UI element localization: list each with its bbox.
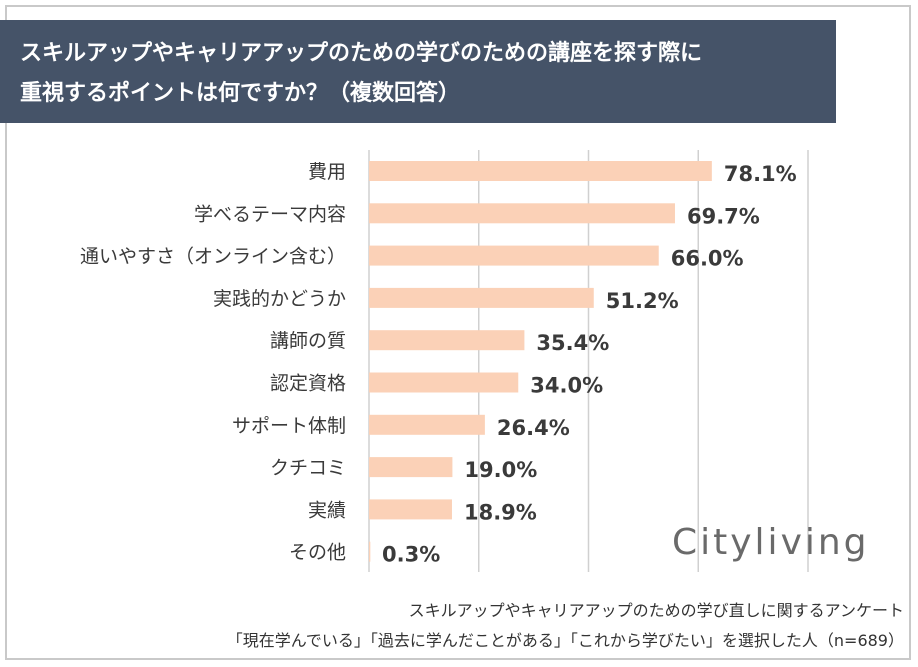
- bar-3: [369, 287, 594, 308]
- bar-9: [369, 541, 371, 562]
- value-label-6: 26.4%: [497, 416, 570, 440]
- category-label-8: 実績: [308, 499, 346, 521]
- category-label-0: 費用: [308, 161, 346, 183]
- value-label-3: 51.2%: [606, 289, 679, 313]
- title-line-1: スキルアップやキャリアアップのための学びのための講座を探す際に: [20, 41, 703, 66]
- bar-5: [369, 372, 519, 393]
- value-label-1: 69.7%: [687, 204, 760, 228]
- bar-2: [369, 245, 659, 266]
- bar-8: [369, 499, 452, 520]
- category-label-7: クチコミ: [270, 457, 346, 479]
- category-label-3: 実践的かどうか: [213, 288, 346, 310]
- bar-4: [369, 330, 525, 351]
- category-label-1: 学べるテーマ内容: [194, 203, 346, 225]
- value-label-8: 18.9%: [464, 500, 537, 524]
- category-label-6: サポート体制: [232, 415, 346, 437]
- value-label-4: 35.4%: [536, 331, 609, 355]
- cityliving-logo: Cityliving: [672, 522, 870, 563]
- bar-0: [369, 161, 712, 181]
- value-label-0: 78.1%: [724, 162, 797, 186]
- category-label-5: 認定資格: [270, 373, 346, 395]
- value-label-9: 0.3%: [382, 543, 440, 567]
- bar-7: [369, 457, 453, 478]
- category-label-4: 講師の質: [270, 330, 346, 352]
- title-line-2: 重視するポイントは何ですか？（複数回答）: [20, 81, 461, 106]
- footnote-line-1: スキルアップやキャリアアップのための学び直しに関するアンケート: [408, 601, 904, 620]
- category-label-9: その他: [289, 542, 346, 564]
- value-label-5: 34.0%: [530, 374, 603, 398]
- value-label-7: 19.0%: [464, 458, 537, 482]
- footnote-line-2: 「現在学んでいる」「過去に学んだことがある」「これから学びたい」を選択した人（n…: [226, 631, 904, 650]
- bar-1: [369, 203, 675, 224]
- title-banner: スキルアップやキャリアアップのための学びのための講座を探す際に 重視するポイント…: [0, 20, 836, 123]
- category-label-2: 通いやすさ（オンライン含む）: [80, 246, 346, 268]
- bar-6: [369, 414, 485, 435]
- value-label-2: 66.0%: [671, 247, 744, 271]
